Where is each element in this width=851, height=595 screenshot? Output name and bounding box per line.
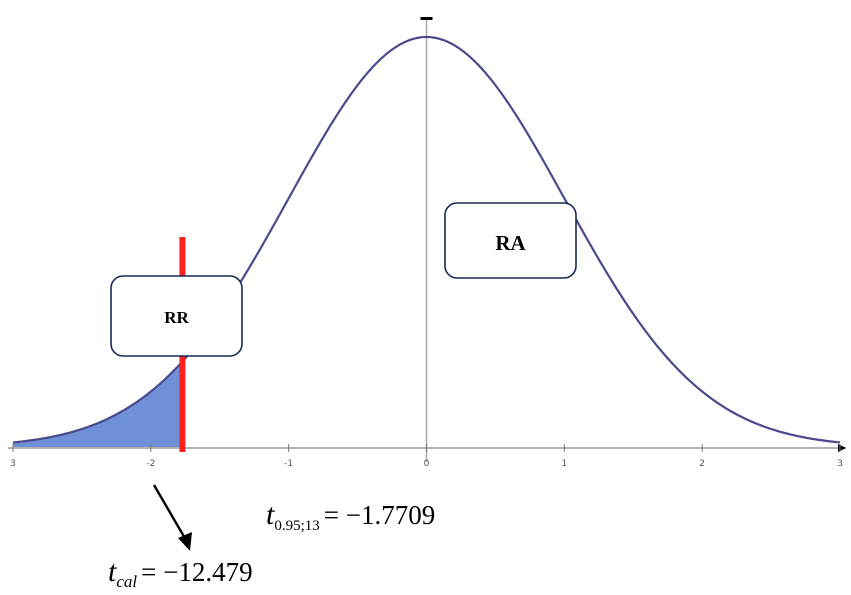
ra-label-box: RA: [444, 202, 577, 279]
critical-value-annotation: t0.95;13 = −1.7709: [266, 498, 436, 534]
ra-label: RA: [495, 231, 526, 255]
x-tick-label: 3: [837, 459, 843, 469]
x-axis-arrow-icon: [838, 444, 846, 452]
x-tick-label: -1: [284, 459, 293, 469]
density-curve: [12, 35, 841, 444]
y-axis-top-mark: [420, 17, 433, 20]
rr-label: RR: [164, 308, 189, 327]
calculated-value-arrow: [152, 484, 192, 551]
x-axis-ticks: 3 -2 -1 0 1 2 3: [10, 444, 843, 469]
x-tick-label: 2: [699, 459, 705, 469]
x-tick-label: 0: [424, 459, 430, 469]
calculated-value-annotation: tcal = −12.479: [108, 555, 253, 591]
rr-label-box: RR: [110, 275, 243, 357]
x-tick-label: 1: [561, 459, 567, 469]
x-tick-label: 3: [10, 459, 16, 469]
rejection-region-shade: [13, 361, 183, 447]
x-tick-label: -2: [146, 459, 155, 469]
